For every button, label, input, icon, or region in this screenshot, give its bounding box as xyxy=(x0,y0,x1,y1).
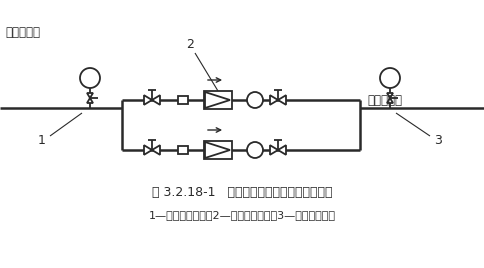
Polygon shape xyxy=(277,95,286,105)
Text: 2: 2 xyxy=(186,39,194,51)
Polygon shape xyxy=(144,145,151,155)
Circle shape xyxy=(379,68,399,88)
Text: 接减压分区: 接减压分区 xyxy=(366,95,401,107)
Text: 3: 3 xyxy=(433,135,441,147)
Circle shape xyxy=(246,142,262,158)
Bar xyxy=(204,91,231,109)
Circle shape xyxy=(246,92,262,108)
Polygon shape xyxy=(205,142,229,158)
Circle shape xyxy=(80,68,100,88)
Text: 接上游管道: 接上游管道 xyxy=(5,27,40,39)
Bar xyxy=(178,146,187,154)
Text: 1—进口端压力表；2—并联减压阀组；3—出口端压力表: 1—进口端压力表；2—并联减压阀组；3—出口端压力表 xyxy=(148,210,335,220)
Polygon shape xyxy=(151,145,160,155)
Polygon shape xyxy=(87,93,93,98)
Polygon shape xyxy=(270,145,277,155)
Polygon shape xyxy=(205,92,229,108)
Polygon shape xyxy=(277,145,286,155)
Polygon shape xyxy=(151,95,160,105)
Polygon shape xyxy=(270,95,277,105)
Bar xyxy=(178,96,187,104)
Text: 图 3.2.18-1   减压阀并联阀组水平布置示意图: 图 3.2.18-1 减压阀并联阀组水平布置示意图 xyxy=(151,187,332,199)
Polygon shape xyxy=(386,98,392,103)
Polygon shape xyxy=(87,98,93,103)
Polygon shape xyxy=(386,93,392,98)
Text: 1: 1 xyxy=(38,135,46,147)
Polygon shape xyxy=(144,95,151,105)
Bar xyxy=(204,141,231,159)
